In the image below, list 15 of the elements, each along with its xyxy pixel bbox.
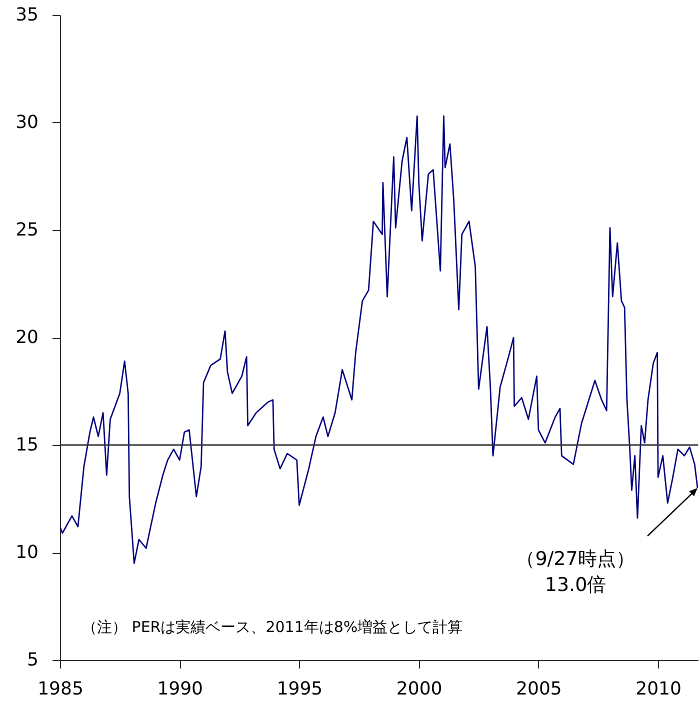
annotation: （注） PERは実績ベース、2011年は8%増益として計算: [82, 618, 463, 636]
x-tick-label: 1995: [276, 678, 323, 700]
x-tick-label: 2000: [396, 678, 442, 700]
y-tick-label: 15: [16, 434, 38, 456]
y-tick-label: 30: [16, 112, 38, 133]
y-tick-label: 25: [16, 220, 38, 240]
annotation: （9/27時点） 13.0倍: [516, 548, 635, 596]
x-tick-label: 1990: [157, 678, 204, 700]
x-tick-label: 2005: [516, 678, 562, 700]
x-tick-label: 2010: [636, 678, 682, 700]
y-tick-label: 20: [16, 327, 38, 348]
y-tick-label: 35: [16, 4, 38, 26]
x-tick-label: 1985: [38, 678, 84, 700]
y-tick-label: 10: [16, 542, 38, 563]
y-tick-label: 5: [27, 650, 38, 670]
